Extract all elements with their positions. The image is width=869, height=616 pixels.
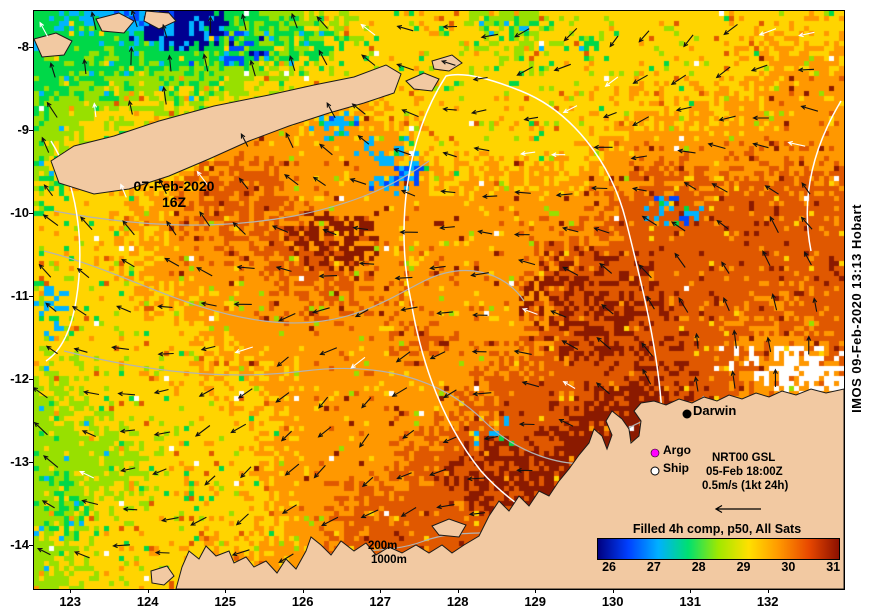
- lon-tick-label: 126: [283, 594, 323, 609]
- colorbar-tick-label: 29: [732, 560, 756, 574]
- product-time-label: 05-Feb 18:00Z: [706, 466, 783, 479]
- lon-tick-mark: [225, 589, 226, 593]
- lat-tick-label: -12: [0, 371, 29, 386]
- depth-contour-1000m-label: 1000m: [371, 554, 407, 567]
- lat-tick-mark: [29, 296, 33, 297]
- sst-map-figure: 07-Feb-2020 16Z Darwin Argo Ship NRT00 G…: [0, 0, 869, 616]
- lon-tick-mark: [613, 589, 614, 593]
- city-label-darwin: Darwin: [693, 404, 736, 419]
- lat-tick-label: -13: [0, 454, 29, 469]
- lat-tick-mark: [29, 462, 33, 463]
- land-layer: [34, 11, 844, 589]
- lon-tick-label: 131: [670, 594, 710, 609]
- lat-tick-mark: [29, 379, 33, 380]
- argo-marker: [651, 449, 659, 457]
- map-plot-area: [33, 10, 845, 590]
- lon-tick-mark: [380, 589, 381, 593]
- lon-tick-label: 124: [128, 594, 168, 609]
- lon-tick-mark: [70, 589, 71, 593]
- legend-ship-label: Ship: [663, 462, 689, 476]
- date-line1: 07-Feb-2020: [134, 178, 215, 194]
- lat-tick-mark: [29, 213, 33, 214]
- darwin-marker: [683, 410, 692, 419]
- lat-tick-label: -10: [0, 205, 29, 220]
- imos-watermark: IMOS 09-Feb-2020 13:13 Hobart: [849, 204, 864, 413]
- analysis-datetime-label: 07-Feb-2020 16Z: [112, 178, 236, 210]
- date-line2: 16Z: [162, 194, 186, 210]
- legend-argo-label: Argo: [663, 444, 691, 458]
- lat-tick-label: -8: [0, 39, 29, 54]
- lat-tick-label: -9: [0, 122, 29, 137]
- lon-tick-mark: [768, 589, 769, 593]
- lon-tick-label: 127: [360, 594, 400, 609]
- colorbar-tick-label: 30: [776, 560, 800, 574]
- lon-tick-mark: [303, 589, 304, 593]
- lon-tick-label: 129: [515, 594, 555, 609]
- colorbar-tick-label: 31: [821, 560, 845, 574]
- colorbar-tick-label: 26: [597, 560, 621, 574]
- lon-tick-label: 130: [593, 594, 633, 609]
- lon-tick-mark: [458, 589, 459, 593]
- lat-tick-mark: [29, 47, 33, 48]
- lon-tick-label: 125: [205, 594, 245, 609]
- colorbar-tick-label: 27: [642, 560, 666, 574]
- product-name-label: NRT00 GSL: [712, 452, 775, 465]
- vector-scale-label: 0.5m/s (1kt 24h): [702, 480, 788, 493]
- colorbar-gradient: [597, 538, 840, 560]
- lon-tick-label: 132: [748, 594, 788, 609]
- lon-tick-mark: [690, 589, 691, 593]
- colorbar-tick-label: 28: [687, 560, 711, 574]
- lat-tick-mark: [29, 130, 33, 131]
- lon-tick-label: 123: [50, 594, 90, 609]
- depth-contour-200m-label: 200m: [368, 540, 397, 553]
- colorbar-title: Filled 4h comp, p50, All Sats: [585, 522, 849, 536]
- lon-tick-mark: [535, 589, 536, 593]
- ship-marker: [651, 467, 659, 475]
- lon-tick-mark: [148, 589, 149, 593]
- lat-tick-mark: [29, 545, 33, 546]
- lat-tick-label: -14: [0, 537, 29, 552]
- lat-tick-label: -11: [0, 288, 29, 303]
- lon-tick-label: 128: [438, 594, 478, 609]
- map-overlay-svg: [34, 11, 844, 589]
